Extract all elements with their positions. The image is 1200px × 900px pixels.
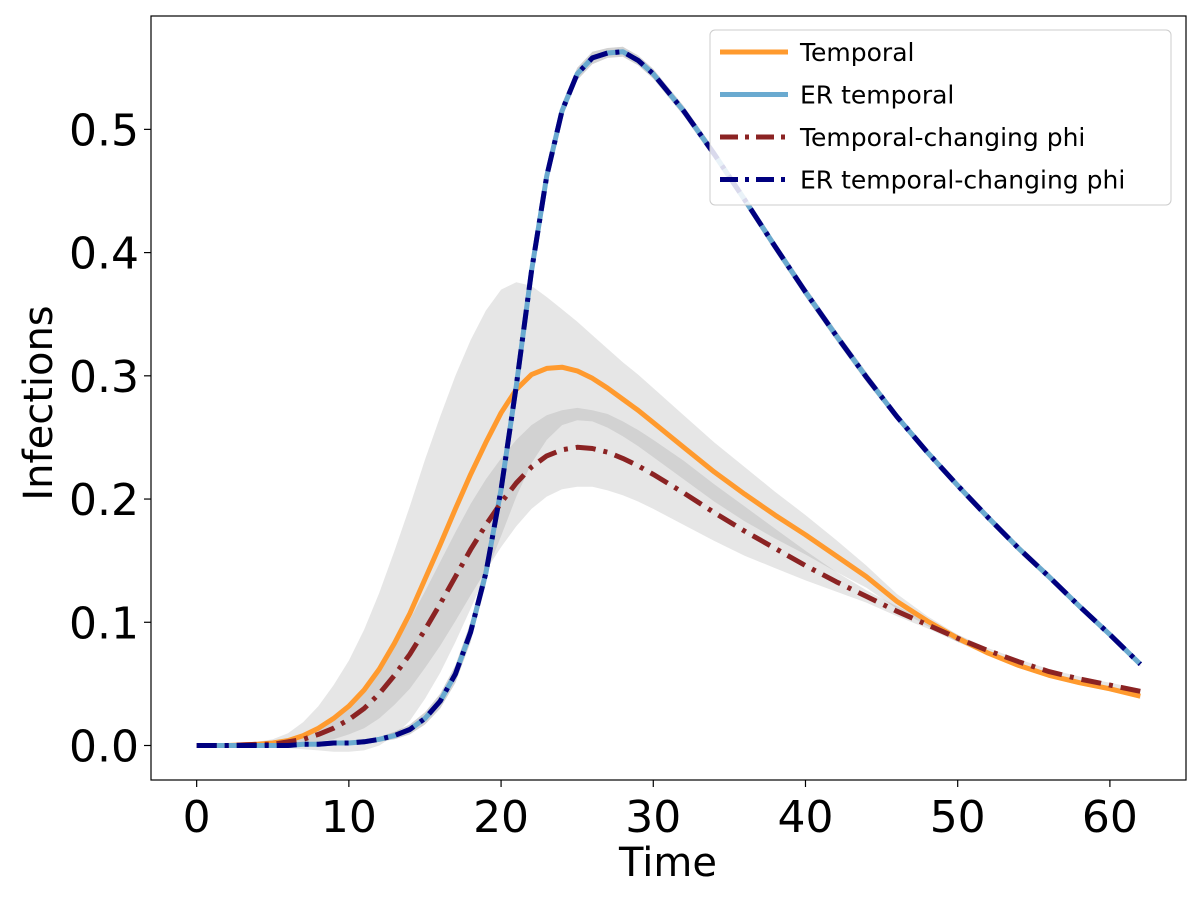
- x-tick-label: 60: [1082, 792, 1138, 843]
- x-tick-label: 30: [625, 792, 681, 843]
- band-temporal-changing-phi: [196, 407, 1141, 746]
- band-temporal: [196, 282, 1141, 752]
- legend-label-temporal-changing-phi: Temporal-changing phi: [799, 123, 1085, 152]
- y-tick-label: 0.2: [69, 475, 139, 526]
- x-axis-label: Time: [618, 840, 717, 886]
- x-tick-label: 20: [473, 792, 529, 843]
- x-tick-label: 40: [777, 792, 833, 843]
- legend-label-er-temporal: ER temporal: [800, 81, 954, 110]
- series-lines: [196, 49, 1143, 748]
- y-tick-label: 0.5: [69, 105, 139, 156]
- series-line-er-temporal-changing-phi: [196, 49, 1143, 748]
- y-tick-label: 0.0: [69, 721, 139, 772]
- series-line-temporal: [196, 364, 1141, 748]
- y-tick-label: 0.3: [69, 352, 139, 403]
- x-tick-label: 50: [930, 792, 986, 843]
- legend-label-er-temporal-changing-phi: ER temporal-changing phi: [800, 166, 1125, 195]
- y-axis: 0.0 0.1 0.2 0.3 0.4 0.5: [69, 105, 151, 772]
- x-tick-label: 0: [183, 792, 211, 843]
- legend-label-temporal: Temporal: [799, 38, 914, 67]
- legend-box: [709, 29, 1172, 206]
- x-axis: 0 10 20 30 40 50 60: [183, 780, 1138, 843]
- y-axis-label: Infections: [16, 305, 62, 500]
- legend: Temporal ER temporal Temporal-changing phi…: [709, 29, 1172, 206]
- confidence-bands: [196, 46, 1141, 752]
- y-tick-label: 0.1: [69, 598, 139, 649]
- x-tick-label: 10: [321, 792, 377, 843]
- plot-frame: [150, 15, 1187, 781]
- y-tick-label: 0.4: [69, 229, 139, 280]
